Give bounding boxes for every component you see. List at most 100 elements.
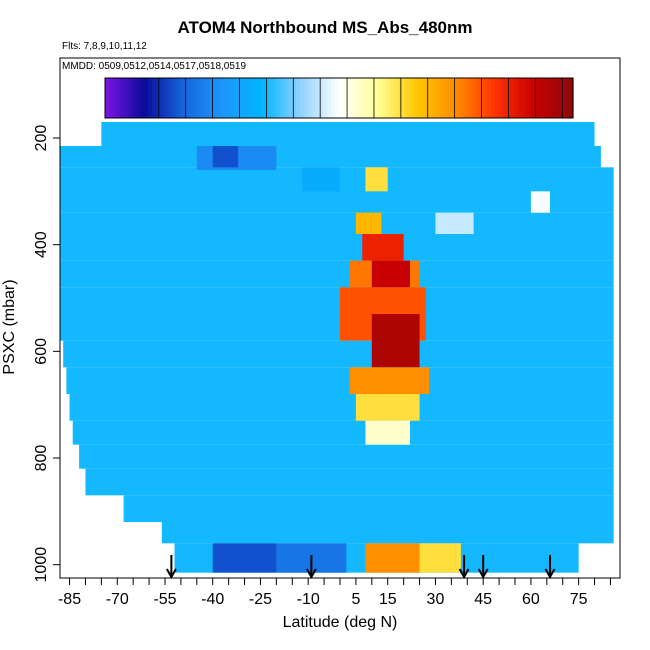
colorbar-swatch <box>132 78 137 118</box>
heatmap-feature <box>365 167 388 192</box>
colorbar-swatch <box>206 78 211 118</box>
colorbar-swatch <box>276 78 282 118</box>
colorbar-swatch <box>245 78 250 118</box>
colorbar-swatch <box>253 78 258 118</box>
colorbar-swatch <box>436 78 441 118</box>
colorbar-swatch <box>569 78 574 118</box>
heatmap-feature <box>371 260 410 288</box>
colorbar-swatch <box>249 78 254 118</box>
colorbar-swatch <box>378 78 383 118</box>
colorbar-swatch <box>311 78 317 118</box>
x-tick-label: -85 <box>58 591 81 608</box>
colorbar-swatch <box>526 78 531 118</box>
chart-title: ATOM4 Northbound MS_Abs_480nm <box>177 18 473 37</box>
heatmap-band <box>60 234 614 261</box>
colorbar-swatch <box>151 78 157 118</box>
colorbar-swatch <box>518 78 523 118</box>
colorbar-swatch <box>432 78 438 118</box>
x-tick-label: 45 <box>474 591 492 608</box>
x-axis: -85 -70 -55 -40 -25 -10 5 15 30 45 60 75 <box>58 578 611 608</box>
heatmap-band <box>69 394 614 421</box>
heatmap-band <box>79 444 614 469</box>
colorbar-swatch <box>366 78 371 118</box>
heatmap-band <box>123 495 614 522</box>
heatmap-feature <box>435 212 474 234</box>
flights-note: Flts: 7,8,9,10,11,12 <box>62 41 147 52</box>
colorbar-swatch <box>179 78 184 118</box>
colorbar-swatch <box>374 78 379 118</box>
colorbar-swatch <box>261 78 266 118</box>
colorbar-swatch <box>128 78 133 118</box>
colorbar-swatch <box>510 78 516 118</box>
colorbar-swatch <box>327 78 332 118</box>
colorbar-swatch <box>381 78 387 118</box>
colorbar-swatch <box>284 78 289 118</box>
colorbar-swatch <box>292 78 297 118</box>
heatmap-cells <box>60 122 614 573</box>
dates-note: MMDD: 0509,0512,0514,0517,0518,0519 <box>62 61 247 72</box>
heatmap-band <box>60 146 601 168</box>
colorbar-swatch <box>467 78 473 118</box>
colorbar-swatch <box>272 78 278 118</box>
colorbar-swatch <box>229 78 235 118</box>
colorbar-swatch <box>186 78 192 118</box>
profile-arrow-head <box>165 568 177 580</box>
colorbar-swatch <box>105 78 110 118</box>
colorbar-swatch <box>241 78 246 118</box>
y-tick-label: 600 <box>33 338 50 365</box>
heatmap-feature <box>355 212 382 234</box>
x-tick-label: 75 <box>570 591 588 608</box>
colorbar-swatch <box>167 78 172 118</box>
colorbar-swatch <box>288 78 293 118</box>
colorbar-swatch <box>401 78 406 118</box>
colorbar-swatch <box>413 78 418 118</box>
colorbar-swatch <box>225 78 231 118</box>
heatmap-band <box>161 522 614 544</box>
colorbar-swatch <box>144 78 149 118</box>
y-tick-label: 800 <box>33 445 50 472</box>
heatmap-feature <box>530 191 550 213</box>
colorbar-swatch <box>405 78 410 118</box>
colorbar-swatch <box>171 78 176 118</box>
colorbar-swatch <box>420 78 426 118</box>
heatmap-feature <box>371 314 420 368</box>
colorbar-swatch <box>116 78 122 118</box>
heatmap-feature <box>419 543 461 573</box>
colorbar-swatch <box>514 78 519 118</box>
colorbar-swatch <box>194 78 200 118</box>
heatmap-feature <box>212 146 239 168</box>
colorbar-swatch <box>444 78 449 118</box>
colorbar-swatch <box>471 78 477 118</box>
colorbar-swatch <box>319 78 324 118</box>
colorbar-swatch <box>120 78 126 118</box>
colorbar-swatch <box>350 78 356 118</box>
x-axis-label: Latitude (deg N) <box>282 614 398 631</box>
colorbar-swatch <box>155 78 161 118</box>
colorbar-swatch <box>300 78 305 118</box>
x-tick-label: -10 <box>297 591 320 608</box>
profile-arrow-head <box>458 568 470 580</box>
colorbar-swatch <box>557 78 562 118</box>
colorbar-swatch <box>409 78 414 118</box>
colorbar-swatch <box>553 78 558 118</box>
colorbar-swatch <box>339 78 344 118</box>
colorbar-swatch <box>307 78 313 118</box>
colorbar-swatch <box>463 78 469 118</box>
y-tick-label: 400 <box>33 231 50 258</box>
colorbar-swatch <box>147 78 153 118</box>
colorbar-swatch <box>561 78 566 118</box>
heatmap-band <box>60 287 614 314</box>
colorbar-swatch <box>163 78 168 118</box>
colorbar-swatch <box>323 78 328 118</box>
colorbar-swatch <box>491 78 496 118</box>
heatmap-band <box>60 314 614 341</box>
colorbar-swatch <box>108 78 114 118</box>
heatmap-band <box>101 122 595 146</box>
colorbar-swatch <box>389 78 395 118</box>
heatmap-feature <box>301 167 340 192</box>
colorbar-swatch <box>190 78 196 118</box>
colorbar-swatch <box>214 78 219 118</box>
colorbar-swatch <box>175 78 180 118</box>
colorbar-swatch <box>358 78 363 118</box>
colorbar-swatch <box>440 78 445 118</box>
